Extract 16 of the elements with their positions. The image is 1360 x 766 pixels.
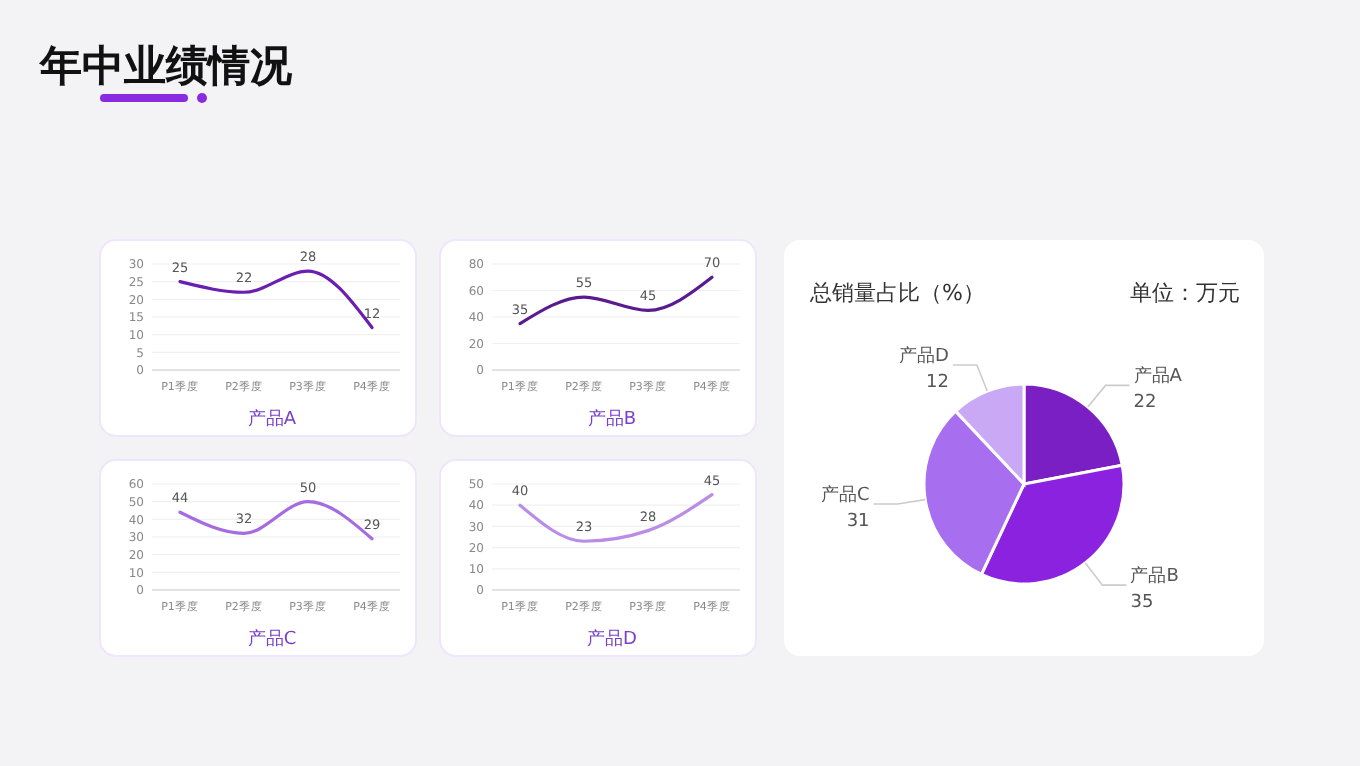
data-label: 12 <box>925 372 949 393</box>
line-series <box>518 493 714 543</box>
slice-label: 产品A <box>1133 365 1184 388</box>
slice-label: 产品C <box>820 484 870 507</box>
chart-title: 总销量占比（%） <box>808 280 985 306</box>
chart-subtitle: 单位：万元 <box>1130 280 1240 306</box>
x-axis-title: 产品D <box>587 628 638 650</box>
x-axis-title: 产品B <box>587 408 637 430</box>
x-axis-title: 产品A <box>247 408 298 430</box>
data-label: 22 <box>1133 393 1157 414</box>
x-axis-title: 产品C <box>247 628 297 650</box>
text: 年中业绩情况 <box>38 42 294 90</box>
slice-label: 产品B <box>1130 565 1179 588</box>
data-label: 35 <box>1130 593 1154 614</box>
slice-label: 产品D <box>899 344 950 367</box>
data-label: 31 <box>846 512 870 533</box>
